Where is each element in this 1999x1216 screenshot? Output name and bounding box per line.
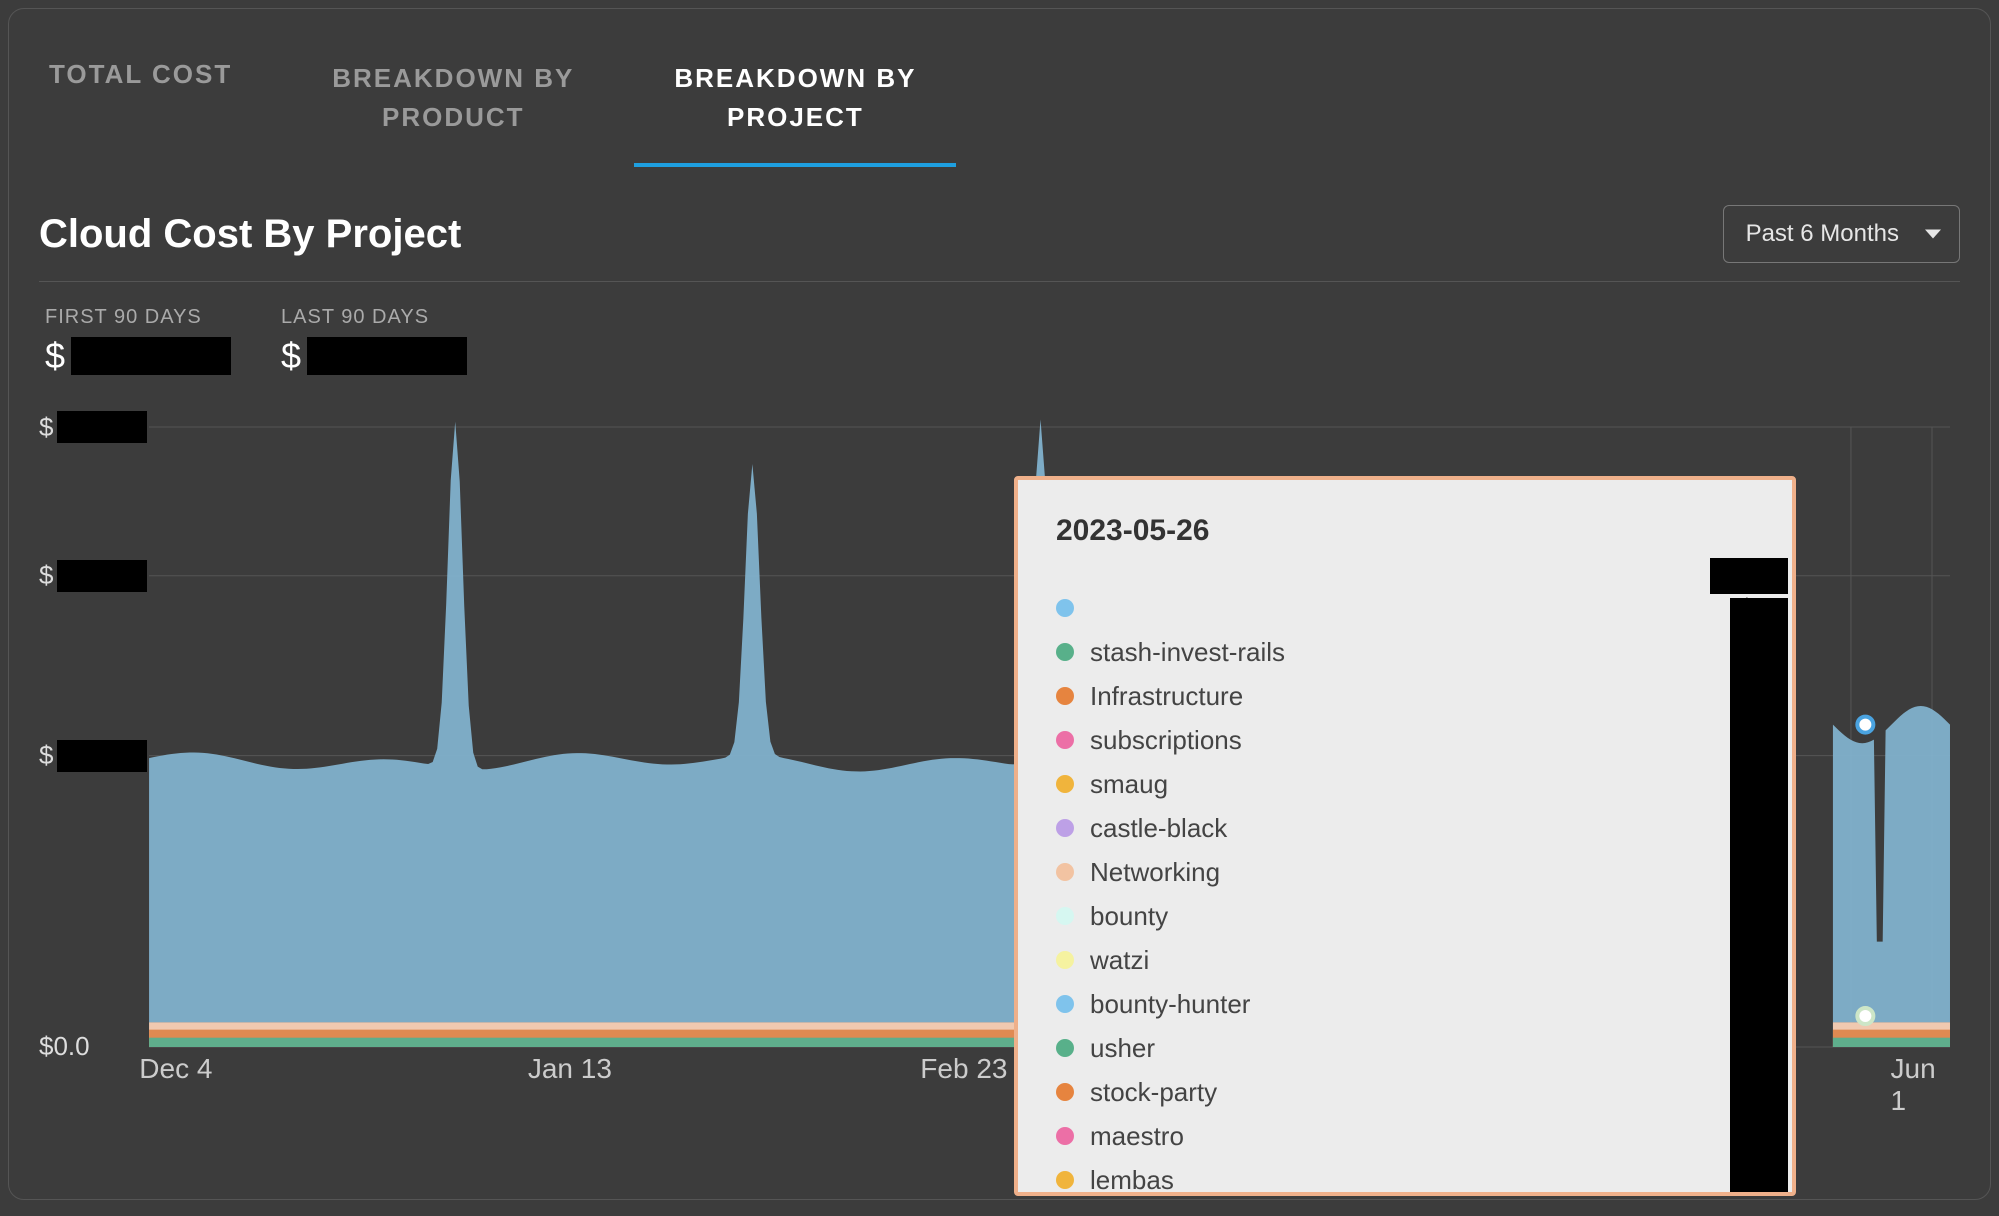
tooltip-row: stock-party [1056, 1070, 1754, 1114]
series-name: smaug [1090, 769, 1738, 800]
redacted-value [57, 560, 147, 592]
currency-symbol: $ [39, 740, 53, 771]
tab-label-line2: PRODUCT [332, 98, 574, 137]
series-name: stash-invest-rails [1090, 637, 1738, 668]
tooltip-row: Networking [1056, 850, 1754, 894]
x-axis-tick: Jan 13 [528, 1053, 612, 1085]
currency-symbol: $ [39, 560, 53, 591]
series-name: usher [1090, 1033, 1738, 1064]
tooltip-row: $ [1056, 586, 1754, 630]
tooltip-row: smaug$ [1056, 762, 1754, 806]
series-swatch [1056, 687, 1074, 705]
series-swatch [1056, 863, 1074, 881]
summary-stats: FIRST 90 DAYS $ LAST 90 DAYS $ [39, 306, 1960, 377]
series-name: maestro [1090, 1121, 1738, 1152]
series-name: bounty-hunter [1090, 989, 1738, 1020]
summary-stat: FIRST 90 DAYS $ [45, 306, 231, 377]
series-swatch [1056, 1083, 1074, 1101]
summary-stat: LAST 90 DAYS $ [281, 306, 467, 377]
tooltip-row: bounty-hunter [1056, 982, 1754, 1026]
tab-label-line2: PROJECT [674, 98, 916, 137]
tooltip-row: subscriptions$ [1056, 718, 1754, 762]
chevron-down-icon [1925, 230, 1941, 239]
tab-breakdown-by-project[interactable]: BREAKDOWN BY PROJECT [674, 59, 916, 165]
series-swatch [1056, 731, 1074, 749]
chart-tooltip: 2023-05-26 $stash-invest-rails$Infrastru… [1014, 476, 1796, 1196]
tooltip-row: lembas [1056, 1158, 1754, 1196]
tooltip-row: stash-invest-rails$ [1056, 630, 1754, 674]
time-range-selected: Past 6 Months [1746, 220, 1899, 247]
redacted-value [307, 337, 467, 375]
series-swatch [1056, 951, 1074, 969]
series-name: stock-party [1090, 1077, 1738, 1108]
redacted-value [1710, 558, 1788, 594]
tooltip-row: castle-black$ [1056, 806, 1754, 850]
y-axis-tick: $ [39, 560, 147, 592]
series-name: Networking [1090, 857, 1738, 888]
series-name: lembas [1090, 1165, 1738, 1196]
currency-symbol: $ [39, 412, 53, 443]
currency-symbol: $ [281, 335, 301, 377]
series-swatch [1056, 995, 1074, 1013]
tooltip-row: watzi [1056, 938, 1754, 982]
tooltip-date: 2023-05-26 [1056, 514, 1754, 548]
series-name: bounty [1090, 901, 1738, 932]
redacted-value [71, 337, 231, 375]
series-swatch [1056, 819, 1074, 837]
tab-breakdown-by-product[interactable]: BREAKDOWN BY PRODUCT [332, 59, 574, 165]
x-axis-tick: Dec 4 [139, 1053, 212, 1085]
series-swatch [1056, 907, 1074, 925]
series-swatch [1056, 1171, 1074, 1189]
y-axis-tick: $0.0 [39, 1031, 90, 1062]
redacted-value [57, 411, 147, 443]
tooltip-row: bounty [1056, 894, 1754, 938]
tab-label-line1: BREAKDOWN BY [674, 59, 916, 98]
series-swatch [1056, 775, 1074, 793]
time-range-select[interactable]: Past 6 Months [1723, 205, 1960, 263]
x-axis-tick: Jun 1 [1891, 1053, 1936, 1117]
stat-label: FIRST 90 DAYS [45, 306, 231, 329]
series-name: subscriptions [1090, 725, 1738, 756]
redacted-value [57, 740, 147, 772]
series-name: Infrastructure [1090, 681, 1738, 712]
series-name: watzi [1090, 945, 1738, 976]
tooltip-row: usher [1056, 1026, 1754, 1070]
tab-total-cost[interactable]: TOTAL COST [49, 59, 232, 118]
tab-label-line1: BREAKDOWN BY [332, 59, 574, 98]
y-axis-tick: $ [39, 411, 147, 443]
x-axis-tick: Feb 23 [920, 1053, 1007, 1085]
series-swatch [1056, 1039, 1074, 1057]
series-swatch [1056, 643, 1074, 661]
series-swatch [1056, 599, 1074, 617]
currency-symbol: $ [45, 335, 65, 377]
page-title: Cloud Cost By Project [39, 212, 461, 257]
series-swatch [1056, 1127, 1074, 1145]
stat-label: LAST 90 DAYS [281, 306, 467, 329]
y-axis-tick: $ [39, 740, 147, 772]
redacted-value [1730, 598, 1788, 1196]
tooltip-row: Infrastructure$ [1056, 674, 1754, 718]
tabs-bar: TOTAL COST BREAKDOWN BY PRODUCT BREAKDOW… [39, 39, 1960, 165]
tooltip-row: maestro [1056, 1114, 1754, 1158]
series-name: castle-black [1090, 813, 1738, 844]
